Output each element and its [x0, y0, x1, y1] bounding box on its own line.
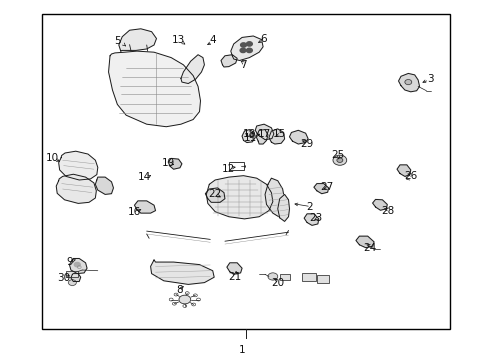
- Text: 20: 20: [271, 278, 284, 288]
- Text: 25: 25: [330, 150, 344, 160]
- Text: 1: 1: [238, 345, 245, 355]
- Text: 12: 12: [222, 164, 235, 174]
- Polygon shape: [304, 214, 318, 225]
- Bar: [316, 275, 328, 283]
- Circle shape: [332, 155, 346, 165]
- Text: 19: 19: [161, 158, 175, 168]
- Polygon shape: [256, 130, 267, 144]
- Text: 3: 3: [426, 74, 433, 84]
- Text: 27: 27: [319, 182, 333, 192]
- Circle shape: [404, 80, 411, 85]
- Text: 9: 9: [66, 257, 73, 267]
- Polygon shape: [181, 55, 204, 84]
- Polygon shape: [206, 176, 272, 219]
- Bar: [41, 14, 449, 329]
- Polygon shape: [277, 194, 289, 221]
- Polygon shape: [313, 184, 328, 194]
- Text: 7: 7: [239, 60, 246, 70]
- Polygon shape: [226, 263, 242, 274]
- Polygon shape: [56, 174, 96, 203]
- Circle shape: [74, 262, 80, 267]
- Polygon shape: [289, 130, 307, 144]
- Text: 14: 14: [137, 172, 151, 182]
- Text: 24: 24: [362, 243, 376, 253]
- Circle shape: [267, 273, 277, 280]
- Polygon shape: [119, 29, 156, 51]
- Polygon shape: [150, 260, 214, 284]
- Polygon shape: [221, 55, 237, 67]
- Text: 6: 6: [259, 33, 266, 44]
- Bar: [66, 271, 78, 277]
- Circle shape: [246, 48, 252, 53]
- Circle shape: [246, 42, 252, 46]
- Polygon shape: [168, 158, 182, 169]
- Polygon shape: [95, 177, 113, 194]
- Polygon shape: [396, 165, 410, 176]
- Text: 26: 26: [403, 171, 417, 181]
- Text: 17: 17: [257, 129, 270, 139]
- Polygon shape: [108, 51, 200, 127]
- Text: 11: 11: [243, 132, 257, 143]
- Text: 28: 28: [380, 206, 394, 216]
- Text: 5: 5: [114, 36, 121, 46]
- Text: 13: 13: [171, 35, 185, 45]
- Polygon shape: [71, 274, 81, 282]
- Circle shape: [336, 158, 342, 162]
- Polygon shape: [230, 36, 263, 60]
- Bar: [279, 274, 290, 280]
- Text: 30: 30: [58, 273, 70, 283]
- Text: 21: 21: [227, 272, 241, 282]
- Polygon shape: [69, 258, 87, 274]
- Polygon shape: [355, 236, 373, 248]
- Polygon shape: [255, 124, 273, 140]
- Circle shape: [179, 295, 190, 304]
- Polygon shape: [242, 130, 255, 143]
- Polygon shape: [264, 178, 284, 217]
- Circle shape: [240, 48, 245, 53]
- Circle shape: [240, 43, 246, 47]
- Text: 8: 8: [176, 285, 183, 295]
- Text: 15: 15: [272, 129, 286, 139]
- Bar: [228, 162, 244, 170]
- Text: 10: 10: [46, 153, 59, 163]
- Text: 2: 2: [305, 202, 312, 212]
- Text: 29: 29: [299, 139, 313, 149]
- Bar: [302, 273, 315, 281]
- Circle shape: [68, 280, 76, 285]
- Text: 18: 18: [242, 129, 256, 139]
- Polygon shape: [205, 188, 224, 202]
- Text: 22: 22: [208, 189, 222, 199]
- Polygon shape: [59, 151, 98, 180]
- Polygon shape: [134, 201, 155, 213]
- Text: 4: 4: [209, 35, 216, 45]
- Polygon shape: [372, 199, 386, 210]
- Text: 16: 16: [127, 207, 141, 217]
- Polygon shape: [398, 73, 419, 92]
- Polygon shape: [268, 129, 284, 144]
- Text: 23: 23: [308, 213, 322, 223]
